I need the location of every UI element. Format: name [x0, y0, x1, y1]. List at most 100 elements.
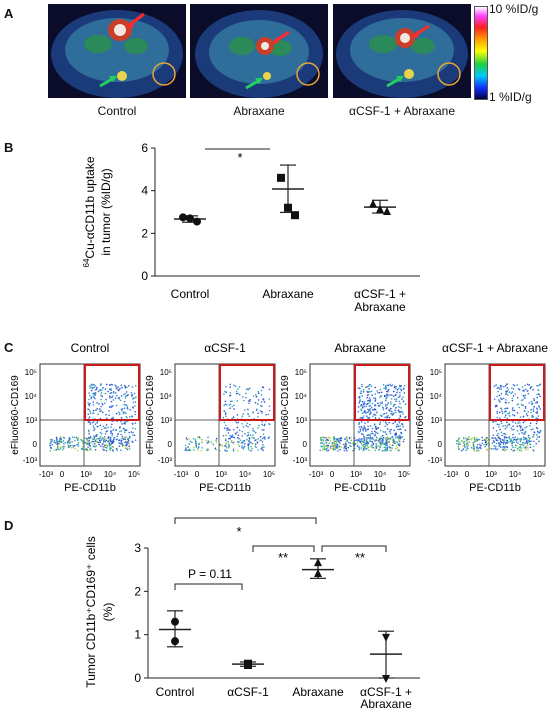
- event-dot: [260, 394, 263, 396]
- event-dot: [519, 421, 521, 424]
- event-dot: [524, 433, 526, 435]
- event-dot: [472, 444, 475, 447]
- event-dot: [224, 445, 226, 447]
- b-cat-abraxane: Abraxane: [262, 287, 314, 301]
- event-dot: [185, 447, 187, 449]
- panel-a-label: A: [4, 6, 14, 21]
- event-dot: [382, 439, 384, 442]
- event-dot: [364, 422, 366, 425]
- event-dot: [121, 423, 123, 425]
- event-dot: [508, 423, 511, 426]
- event-dot: [358, 400, 361, 402]
- event-dot: [102, 448, 104, 450]
- event-dot: [461, 449, 463, 452]
- event-dot: [359, 430, 362, 432]
- event-dot: [381, 406, 384, 409]
- event-dot: [537, 432, 540, 434]
- event-dot: [381, 449, 384, 452]
- event-dot: [69, 444, 72, 447]
- event-dot: [118, 396, 120, 399]
- event-dot: [49, 444, 52, 447]
- event-dot: [187, 446, 189, 448]
- event-dot: [504, 424, 507, 427]
- pet-caption-acsf1-abraxane: αCSF-1 + Abraxane: [349, 104, 455, 118]
- event-dot: [81, 439, 83, 442]
- data-point: [193, 217, 201, 226]
- event-dot: [112, 399, 115, 401]
- event-dot: [93, 438, 95, 440]
- event-dot: [369, 411, 372, 414]
- event-dot: [345, 444, 348, 446]
- event-dot: [527, 392, 530, 395]
- d-p-value: P = 0.11: [188, 567, 232, 581]
- event-dot: [500, 392, 503, 395]
- event-dot: [511, 428, 513, 431]
- event-dot: [119, 425, 121, 428]
- event-dot: [227, 432, 230, 434]
- event-dot: [115, 387, 118, 389]
- event-dot: [103, 440, 106, 442]
- event-dot: [340, 437, 343, 439]
- event-dot: [56, 443, 59, 445]
- event-dot: [519, 416, 522, 418]
- event-dot: [395, 400, 397, 402]
- y-tick-label: 3: [134, 541, 141, 555]
- event-dot: [113, 436, 116, 439]
- event-dot: [321, 436, 323, 438]
- event-dot: [535, 442, 537, 445]
- event-dot: [88, 416, 91, 419]
- event-dot: [348, 436, 351, 439]
- event-dot: [132, 406, 135, 409]
- event-dot: [233, 404, 235, 407]
- event-dot: [491, 442, 494, 444]
- event-dot: [505, 399, 507, 401]
- event-dot: [394, 437, 397, 439]
- event-dot: [100, 405, 102, 408]
- event-dot: [229, 386, 232, 388]
- event-dot: [388, 409, 390, 411]
- event-dot: [225, 385, 227, 388]
- event-dot: [97, 425, 99, 428]
- event-dot: [499, 417, 501, 419]
- event-dot: [389, 394, 391, 396]
- event-dot: [91, 421, 94, 424]
- event-dot: [385, 433, 388, 435]
- event-dot: [394, 434, 397, 436]
- event-dot: [229, 400, 232, 403]
- event-dot: [496, 416, 499, 419]
- event-dot: [224, 413, 227, 415]
- event-dot: [365, 430, 367, 432]
- d-bracket-control-abraxane: [174, 517, 317, 524]
- event-dot: [396, 391, 398, 394]
- d-sig-star1: *: [236, 524, 241, 539]
- event-dot: [120, 433, 123, 436]
- event-dot: [247, 408, 249, 411]
- event-dot: [135, 396, 137, 398]
- event-dot: [398, 421, 401, 424]
- event-dot: [61, 449, 64, 451]
- event-dot: [92, 426, 95, 429]
- event-dot: [376, 390, 379, 392]
- event-dot: [128, 448, 131, 450]
- event-dot: [132, 401, 135, 404]
- event-dot: [539, 395, 541, 398]
- event-dot: [228, 446, 230, 448]
- event-dot: [536, 408, 539, 410]
- data-point: [171, 637, 179, 646]
- event-dot: [359, 405, 362, 407]
- event-dot: [385, 394, 388, 396]
- event-dot: [495, 384, 498, 386]
- event-dot: [365, 386, 367, 389]
- event-dot: [121, 443, 123, 446]
- event-dot: [465, 449, 467, 452]
- event-dot: [367, 417, 369, 419]
- event-dot: [522, 429, 524, 432]
- event-dot: [513, 449, 516, 452]
- event-dot: [247, 447, 250, 450]
- event-dot: [244, 409, 246, 411]
- event-dot: [117, 433, 119, 436]
- event-dot: [104, 388, 107, 390]
- pet-image-abraxane: [190, 4, 328, 98]
- event-dot: [100, 409, 102, 412]
